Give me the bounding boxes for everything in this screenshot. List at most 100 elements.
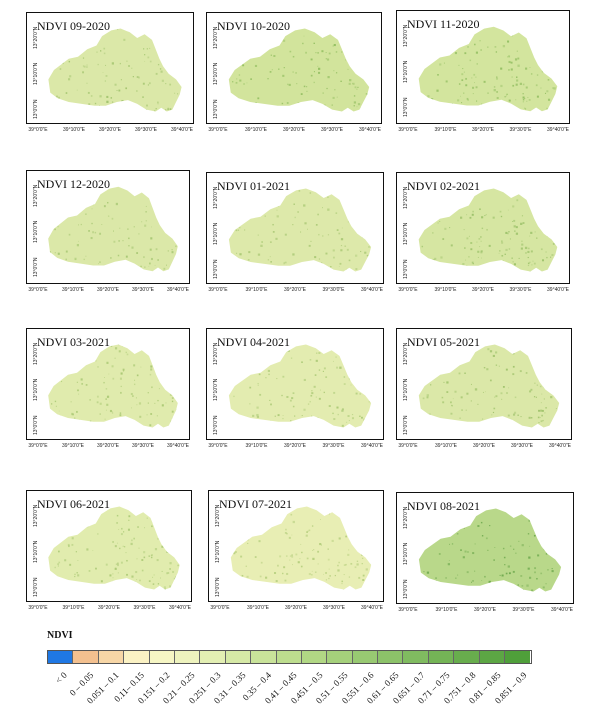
- basin-map: [228, 28, 370, 112]
- longitude-label: 39°30'0"E: [511, 443, 533, 449]
- basin-map: [418, 26, 558, 112]
- legend-swatch: [327, 651, 353, 663]
- longitude-axis: 39°0'0"E 39°10'0"E 39°20'0"E 39°30'0"E 39°40…: [26, 287, 190, 295]
- longitude-label: 39°0'0"E: [28, 605, 48, 611]
- basin-area: [228, 188, 372, 272]
- legend-color-bar: [47, 650, 532, 664]
- latitude-label: 13°20'0"N: [33, 26, 39, 49]
- longitude-label: 39°10'0"E: [434, 287, 457, 293]
- panel-title: NDVI 10-2020: [217, 19, 290, 33]
- ndvi-map-panel: NDVI 11-2020 13°20'0"N 13°10'0"N 13°0'0"N: [396, 10, 570, 124]
- basin-map: [48, 344, 178, 428]
- basin-map: [48, 28, 182, 112]
- longitude-label: 39°10'0"E: [434, 127, 457, 133]
- latitude-label: 13°10'0"N: [213, 378, 219, 401]
- basin-map: [228, 188, 372, 272]
- ndvi-map-panel: NDVI 05-2021 13°20'0"N 13°10'0"N 13°0'0"N: [396, 328, 572, 440]
- panel-title: NDVI 06-2021: [37, 497, 110, 511]
- latitude-label: 13°10'0"N: [213, 222, 219, 245]
- panel-title: NDVI 03-2021: [37, 335, 110, 349]
- longitude-label: 39°0'0"E: [28, 127, 48, 133]
- longitude-label: 39°20'0"E: [99, 127, 121, 133]
- ndvi-map-panel: NDVI 02-2021 13°20'0"N 13°10'0"N 13°0'0"N: [396, 172, 570, 284]
- longitude-label: 39°10'0"E: [62, 605, 85, 611]
- longitude-label: 39°10'0"E: [62, 443, 84, 449]
- legend-swatch: [174, 651, 201, 663]
- latitude-label: 13°10'0"N: [403, 542, 409, 565]
- longitude-label: 39°40'0"E: [167, 287, 189, 293]
- longitude-axis: 39°0'0"E 39°10'0"E 39°20'0"E 39°30'0"E 39°40…: [26, 605, 192, 613]
- longitude-label: 39°30'0"E: [322, 287, 345, 293]
- longitude-label: 39°30'0"E: [509, 127, 532, 133]
- longitude-label: 39°0'0"E: [208, 443, 228, 449]
- legend-title: NDVI: [47, 630, 73, 641]
- longitude-label: 39°20'0"E: [285, 605, 307, 611]
- basin-map: [48, 506, 180, 590]
- longitude-label: 39°20'0"E: [284, 287, 306, 293]
- latitude-label: 13°20'0"N: [403, 342, 409, 365]
- longitude-label: 39°30'0"E: [132, 287, 154, 293]
- longitude-label: 39°20'0"E: [472, 287, 494, 293]
- latitude-label: 13°0'0"N: [403, 579, 409, 599]
- basin-map: [418, 188, 558, 272]
- legend-swatch: [149, 651, 175, 663]
- latitude-label: 13°10'0"N: [403, 60, 409, 83]
- legend-swatch: [200, 651, 226, 663]
- longitude-label: 39°40'0"E: [167, 443, 189, 449]
- longitude-label: 39°30'0"E: [509, 287, 532, 293]
- ndvi-map-panel: NDVI 09-2020 13°20'0"N 13°10'0"N 13°0'0"N: [26, 12, 194, 124]
- longitude-label: 39°10'0"E: [63, 127, 85, 133]
- longitude-axis: 39°0'0"E 39°10'0"E 39°20'0"E 39°30'0"E 39°40…: [206, 443, 384, 451]
- panel-title: NDVI 08-2021: [407, 499, 480, 513]
- longitude-axis: 39°0'0"E 39°10'0"E 39°20'0"E 39°30'0"E 39°40…: [396, 127, 570, 135]
- latitude-label: 13°0'0"N: [33, 257, 39, 277]
- latitude-label: 13°0'0"N: [33, 577, 39, 597]
- basin-area: [228, 344, 372, 428]
- longitude-label: 39°40'0"E: [361, 605, 383, 611]
- longitude-label: 39°40'0"E: [547, 127, 569, 133]
- longitude-label: 39°30'0"E: [135, 127, 157, 133]
- latitude-label: 13°20'0"N: [33, 342, 39, 365]
- latitude-label: 13°20'0"N: [215, 504, 221, 527]
- basin-map: [48, 186, 178, 272]
- latitude-label: 13°0'0"N: [403, 415, 409, 435]
- ndvi-map-panel: NDVI 08-2021 13°20'0"N 13°10'0"N 13°0'0"N: [396, 492, 574, 604]
- longitude-label: 39°0'0"E: [398, 443, 418, 449]
- longitude-label: 39°10'0"E: [247, 605, 269, 611]
- legend-swatch: [403, 651, 429, 663]
- longitude-label: 39°20'0"E: [97, 287, 119, 293]
- latitude-label: 13°20'0"N: [213, 26, 219, 49]
- ndvi-map-panel: NDVI 01-2021 13°20'0"N 13°10'0"N 13°0'0"N: [206, 172, 384, 284]
- longitude-label: 39°40'0"E: [169, 605, 191, 611]
- latitude-label: 13°0'0"N: [403, 259, 409, 279]
- legend-swatch: [98, 651, 125, 663]
- longitude-label: 39°30'0"E: [133, 605, 156, 611]
- latitude-label: 13°10'0"N: [403, 378, 409, 401]
- basin-area: [418, 26, 558, 112]
- longitude-label: 39°20'0"E: [474, 607, 496, 613]
- longitude-label: 39°0'0"E: [208, 127, 228, 133]
- basin-area: [418, 188, 558, 272]
- latitude-label: 13°20'0"N: [213, 342, 219, 365]
- longitude-label: 39°0'0"E: [398, 127, 418, 133]
- longitude-label: 39°0'0"E: [208, 287, 228, 293]
- basin-map: [228, 344, 372, 428]
- basin-area: [48, 28, 182, 112]
- legend-swatch: [454, 651, 480, 663]
- panel-title: NDVI 07-2021: [219, 497, 292, 511]
- latitude-label: 13°10'0"N: [33, 220, 39, 243]
- latitude-label: 13°0'0"N: [213, 415, 219, 435]
- longitude-label: 39°20'0"E: [97, 443, 119, 449]
- longitude-label: 39°20'0"E: [98, 605, 120, 611]
- legend-swatch: [479, 651, 506, 663]
- latitude-label: 13°10'0"N: [33, 378, 39, 401]
- ndvi-map-panel: NDVI 06-2021 13°20'0"N 13°10'0"N 13°0'0"N: [26, 490, 192, 602]
- latitude-label: 13°10'0"N: [33, 62, 39, 85]
- latitude-label: 13°10'0"N: [403, 222, 409, 245]
- ndvi-map-panel: NDVI 12-2020 13°20'0"N 13°10'0"N 13°0'0"N: [26, 170, 190, 284]
- basin-area: [48, 186, 178, 272]
- longitude-axis: 39°0'0"E 39°10'0"E 39°20'0"E 39°30'0"E 39°40…: [396, 607, 574, 615]
- latitude-label: 13°0'0"N: [215, 577, 221, 597]
- longitude-label: 39°40'0"E: [361, 443, 383, 449]
- latitude-label: 13°0'0"N: [403, 97, 409, 117]
